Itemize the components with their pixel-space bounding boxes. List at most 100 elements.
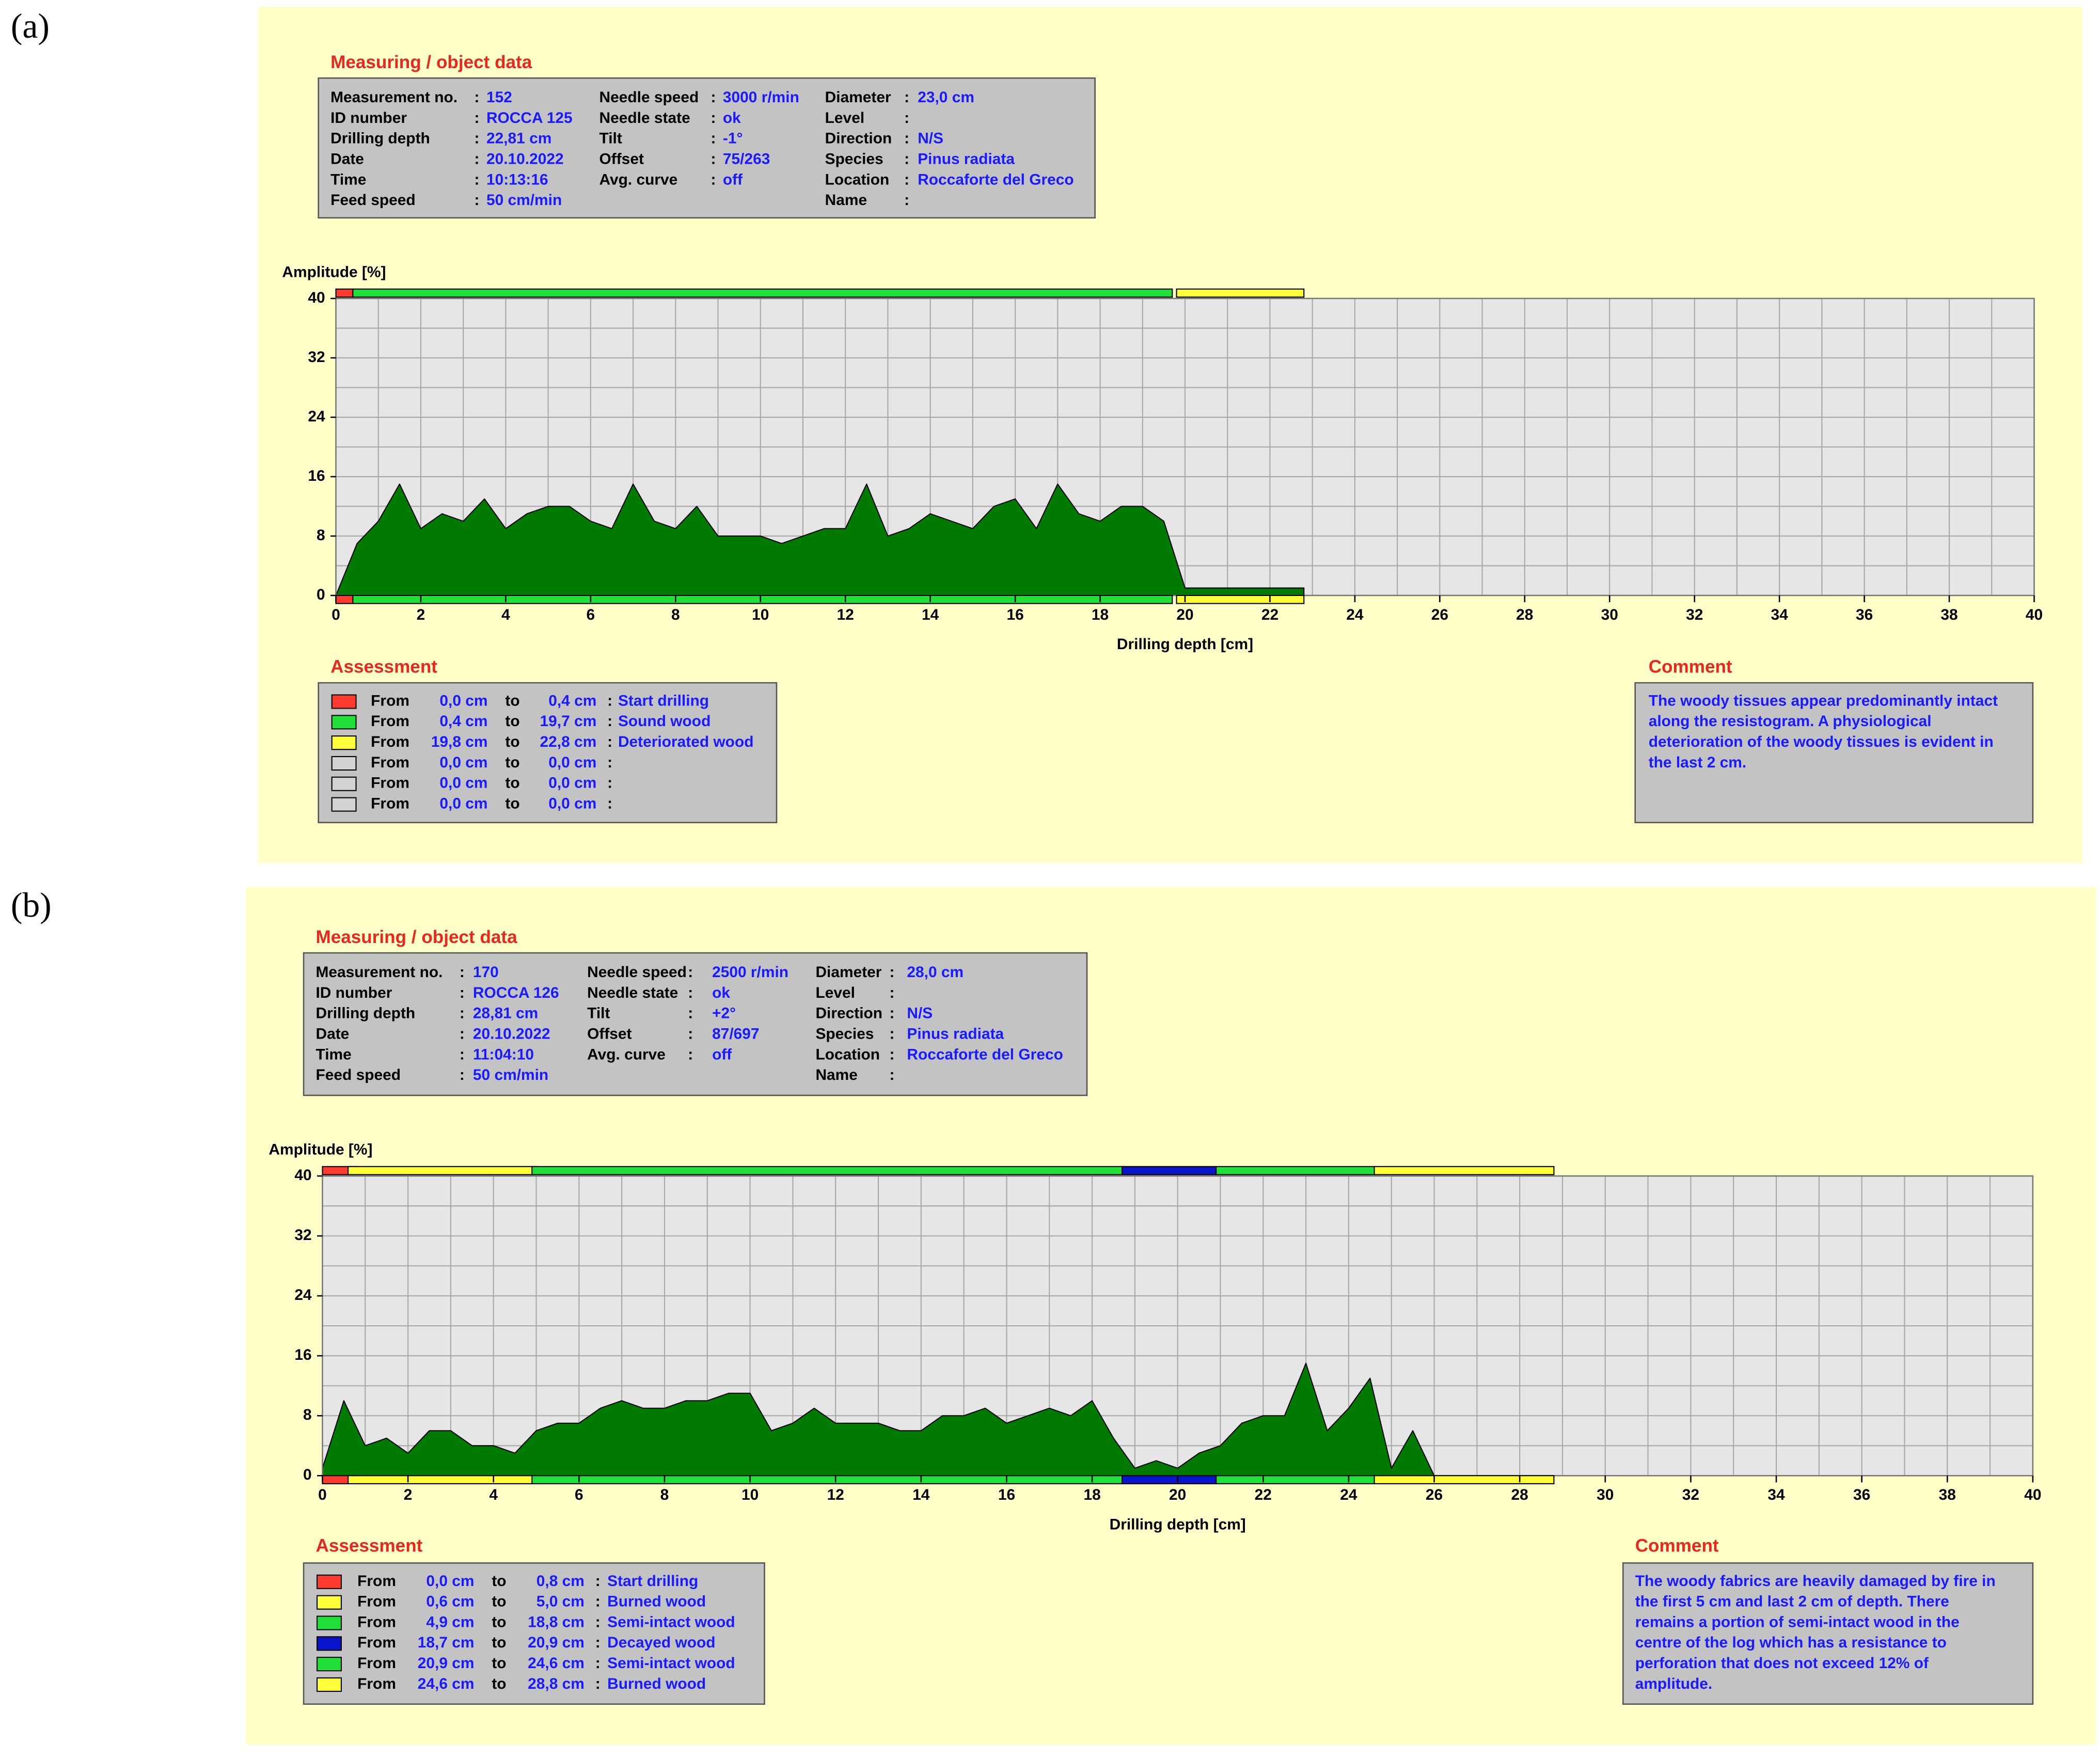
comment-line: remains a portion of semi-intact wood in…	[1635, 1613, 1960, 1630]
assessment-band	[1176, 594, 1305, 604]
from-word: From	[357, 1613, 396, 1630]
field-label: Location	[815, 1046, 880, 1063]
comment-line: the last 2 cm.	[1649, 754, 1746, 771]
x-tick-label: 28	[1511, 1486, 1528, 1503]
to-value: 0,8 cm	[536, 1573, 585, 1590]
x-tick-label: 30	[1601, 606, 1618, 623]
assessment-band	[335, 594, 354, 604]
x-tick-label: 0	[331, 606, 340, 623]
y-axis-label: Amplitude [%]	[282, 263, 386, 280]
field-separator: :	[890, 1005, 895, 1022]
x-tick-label: 2	[417, 606, 425, 623]
from-value: 0,0 cm	[439, 692, 487, 709]
comment-line: along the resistogram. A physiological	[1649, 713, 1932, 730]
legend-swatch	[331, 756, 357, 771]
field-separator: :	[475, 151, 480, 168]
field-separator: :	[710, 130, 716, 147]
y-tick-label: 8	[303, 1406, 312, 1423]
field-label: Level	[825, 109, 864, 127]
field-value: 87/697	[712, 1025, 759, 1042]
to-word: to	[492, 1573, 506, 1590]
x-tick-label: 18	[1092, 606, 1109, 623]
x-tick-label: 36	[1853, 1486, 1870, 1503]
from-word: From	[357, 1675, 396, 1692]
field-value: 75/263	[723, 151, 770, 168]
assessment-name: Decayed wood	[607, 1634, 715, 1651]
x-axis-label: Drilling depth [cm]	[1117, 636, 1253, 653]
x-tick-label: 40	[2026, 606, 2043, 623]
legend-swatch	[331, 735, 357, 750]
x-tick-label: 24	[1340, 1486, 1357, 1503]
to-word: to	[492, 1634, 506, 1651]
assessment-band	[1215, 1475, 1375, 1484]
field-value: off	[712, 1046, 732, 1063]
field-separator: :	[890, 1066, 895, 1084]
x-tick-label: 14	[912, 1486, 930, 1503]
comment-line: The woody tissues appear predominantly i…	[1649, 692, 1998, 709]
from-word: From	[371, 775, 409, 792]
from-word: From	[357, 1573, 396, 1590]
from-value: 0,0 cm	[439, 775, 487, 792]
from-value: 0,4 cm	[439, 713, 487, 730]
to-value: 0,0 cm	[548, 795, 596, 812]
x-tick-label: 4	[489, 1486, 498, 1503]
x-tick-label: 10	[741, 1486, 759, 1503]
field-value: 11:04:10	[473, 1046, 534, 1063]
field-label: Direction	[815, 1005, 882, 1022]
field-value: N/S	[907, 1005, 933, 1022]
field-label: Measurement no.	[330, 89, 457, 106]
x-tick-label: 22	[1255, 1486, 1272, 1503]
amplitude-area	[322, 1362, 1555, 1477]
field-value: 152	[486, 89, 512, 106]
field-separator: :	[688, 984, 693, 1001]
comment-box	[1634, 682, 2034, 824]
from-word: From	[371, 754, 409, 771]
from-word: From	[371, 692, 409, 709]
assessment-name: Semi-intact wood	[607, 1655, 735, 1672]
to-word: to	[505, 754, 519, 771]
field-separator: :	[460, 1046, 465, 1063]
field-value: ok	[712, 984, 730, 1001]
x-tick-label: 26	[1426, 1486, 1443, 1503]
from-value: 0,6 cm	[426, 1593, 474, 1610]
field-label: Date	[330, 151, 364, 168]
assessment-band	[352, 594, 1173, 604]
to-value: 5,0 cm	[536, 1593, 585, 1610]
section-title: Assessment	[315, 1535, 422, 1556]
section-title: Assessment	[330, 657, 437, 677]
to-value: 19,7 cm	[540, 713, 597, 730]
legend-swatch	[317, 1636, 342, 1651]
to-value: 28,8 cm	[528, 1675, 585, 1692]
field-separator: :	[890, 1025, 895, 1042]
field-value: 23,0 cm	[918, 89, 974, 106]
field-separator: :	[904, 171, 909, 188]
field-separator: :	[904, 89, 909, 106]
x-tick-label: 32	[1682, 1486, 1699, 1503]
x-tick-label: 22	[1261, 606, 1278, 623]
x-tick-label: 36	[1856, 606, 1873, 623]
assessment-band	[1215, 1166, 1375, 1175]
row-separator: :	[595, 1655, 601, 1672]
assessment-name: Start drilling	[618, 692, 709, 709]
field-separator: :	[460, 964, 465, 981]
y-tick-label: 40	[308, 289, 325, 306]
field-label: Offset	[599, 151, 644, 168]
field-label: ID number	[330, 109, 407, 127]
y-tick-label: 32	[308, 349, 325, 366]
assessment-name: Deteriorated wood	[618, 733, 754, 750]
legend-swatch	[317, 1677, 342, 1692]
field-separator: :	[904, 130, 909, 147]
measuring-box	[303, 952, 1088, 1096]
to-value: 0,4 cm	[548, 692, 596, 709]
row-separator: :	[595, 1634, 601, 1651]
row-separator: :	[595, 1593, 601, 1610]
field-separator: :	[904, 192, 909, 209]
x-tick-label: 40	[2024, 1486, 2041, 1503]
field-separator: :	[890, 984, 895, 1001]
x-tick-label: 28	[1516, 606, 1533, 623]
field-value: 20.10.2022	[473, 1025, 550, 1042]
row-separator: :	[607, 692, 612, 709]
assessment-band	[1122, 1475, 1217, 1484]
to-word: to	[492, 1593, 506, 1610]
